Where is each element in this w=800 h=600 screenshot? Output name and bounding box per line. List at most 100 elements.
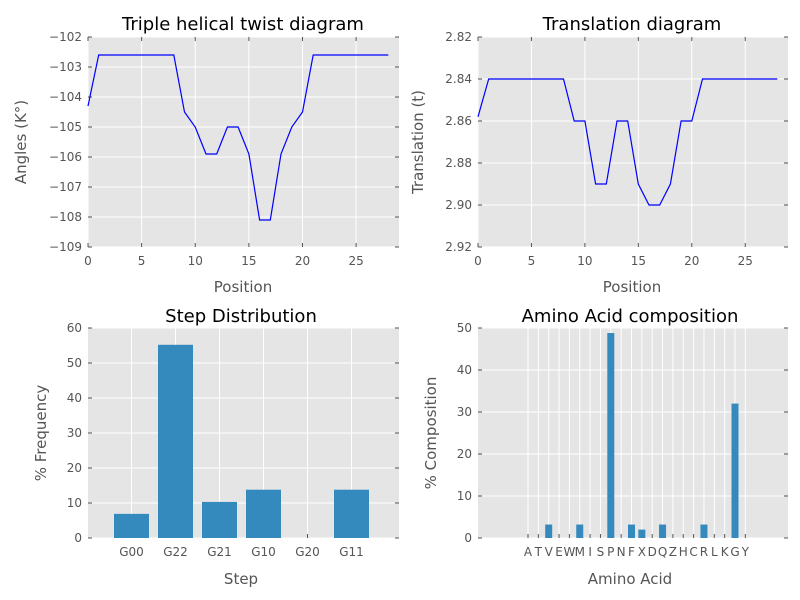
twist-ytick-label: −102 [49, 30, 82, 44]
twist-ylabel: Angles (K°) [12, 100, 30, 184]
twist-xtick-label: 20 [295, 254, 310, 268]
amino-xtick-label: T [534, 545, 543, 559]
translation-ylabel: Translation (t) [409, 90, 427, 195]
translation-series-line [477, 78, 778, 206]
amino-ytick-label: 0 [464, 531, 472, 545]
step-ytick-label: 10 [67, 496, 82, 510]
twist-ytick-label: −108 [49, 210, 82, 224]
step-ylabel: % Frequency [32, 385, 50, 482]
twist-xtick-label: 5 [138, 254, 146, 268]
twist-ytick-label: −104 [49, 90, 82, 104]
amino-xtick-label: L [711, 545, 718, 559]
amino-xtick-label: E [555, 545, 563, 559]
step-chart: 0 10 20 30 40 50 60 G00 G22 G21 G10 G20 G11 Step Dis… [32, 306, 399, 588]
step-xtick-label: G00 [119, 545, 144, 559]
step-bar [114, 513, 149, 538]
step-bar [246, 489, 281, 538]
amino-xtick-label: S [597, 545, 605, 559]
amino-xtick-label: N [617, 545, 626, 559]
translation-ytick-label: 2.82 [445, 30, 472, 44]
twist-chart: −109 −108 −107 −106 −105 −104 −103 −102 0 5 10 15 20… [12, 14, 399, 296]
amino-xtick-label: A [524, 545, 533, 559]
translation-xtick-label: 20 [684, 254, 699, 268]
amino-xtick-label: F [628, 545, 635, 559]
amino-xtick-label: Q [658, 545, 667, 559]
translation-xlabel: Position [603, 278, 661, 296]
amino-bar [607, 333, 615, 538]
step-xlabel: Step [224, 570, 258, 588]
amino-xtick-label: V [545, 545, 554, 559]
step-ytick-label: 40 [67, 391, 82, 405]
twist-ytick-label: −107 [49, 180, 82, 194]
step-xtick-label: G22 [163, 545, 188, 559]
amino-xtick-label: D [648, 545, 657, 559]
amino-bar [545, 524, 553, 538]
amino-xtick-label: X [638, 545, 646, 559]
twist-xtick-label: 25 [348, 254, 363, 268]
translation-ytick-label: 2.90 [445, 198, 472, 212]
amino-xtick-label: Y [741, 545, 750, 559]
amino-bar [700, 524, 708, 538]
twist-xtick-label: 15 [241, 254, 256, 268]
step-xtick-label: G20 [295, 545, 320, 559]
twist-ytick-label: −103 [49, 60, 82, 74]
translation-xtick-label: 0 [474, 254, 482, 268]
amino-ytick-label: 40 [457, 363, 472, 377]
amino-xtick-label: G [730, 545, 739, 559]
translation-title: Translation diagram [542, 14, 722, 35]
twist-xtick-label: 10 [188, 254, 203, 268]
step-xtick-label: G11 [339, 545, 364, 559]
translation-ytick-label: 2.92 [445, 240, 472, 254]
amino-xtick-label: Z [669, 545, 677, 559]
step-ytick-label: 0 [74, 531, 82, 545]
amino-ytick-label: 30 [457, 405, 472, 419]
translation-ytick-label: 2.84 [445, 72, 472, 86]
translation-xtick-label: 10 [577, 254, 592, 268]
amino-xtick-label: P [607, 545, 614, 559]
translation-xtick-label: 25 [738, 254, 753, 268]
amino-xtick-label: W [563, 545, 575, 559]
step-xtick-label: G10 [251, 545, 276, 559]
step-bar [202, 501, 237, 538]
translation-xtick-label: 15 [631, 254, 646, 268]
amino-xtick-label: K [721, 545, 730, 559]
translation-ytick-label: 2.88 [445, 156, 472, 170]
amino-ytick-label: 50 [457, 321, 472, 335]
amino-xtick-label: I [588, 545, 592, 559]
step-ytick-label: 20 [67, 461, 82, 475]
translation-xtick-label: 5 [528, 254, 536, 268]
amino-ytick-label: 10 [457, 489, 472, 503]
amino-xtick-label: C [689, 545, 697, 559]
amino-bar [638, 529, 646, 538]
amino-xtick-label: M [575, 545, 585, 559]
translation-ytick-label: 2.86 [445, 114, 472, 128]
amino-plot-area [478, 328, 788, 538]
step-bar [158, 344, 193, 538]
amino-title: Amino Acid composition [522, 306, 739, 327]
step-bar [334, 489, 369, 538]
twist-xlabel: Position [214, 278, 272, 296]
twist-xtick-label: 0 [84, 254, 92, 268]
step-title: Step Distribution [165, 306, 317, 327]
twist-series-line [87, 54, 389, 221]
twist-ytick-label: −105 [49, 120, 82, 134]
step-ytick-label: 60 [67, 321, 82, 335]
amino-xlabel: Amino Acid [588, 570, 672, 588]
amino-xtick-label: H [679, 545, 688, 559]
translation-plot-area [478, 37, 788, 247]
amino-ylabel: % Composition [422, 377, 440, 490]
translation-chart: 2.82 2.84 2.86 2.88 2.90 2.920 5 10 15 20 25 Trans… [409, 14, 788, 296]
amino-xtick-label: R [700, 545, 708, 559]
twist-ytick-label: −106 [49, 150, 82, 164]
twist-title: Triple helical twist diagram [121, 14, 364, 35]
step-ytick-label: 30 [67, 426, 82, 440]
amino-chart: 0 10 20 30 40 50 A T V E W M I S P N F X D Q Z H C R L K G Y Amino … [422, 306, 788, 588]
amino-bar [576, 524, 584, 538]
amino-bar [659, 524, 667, 538]
amino-bar [628, 524, 635, 538]
twist-ytick-label: −109 [49, 240, 82, 254]
step-ytick-label: 50 [67, 356, 82, 370]
amino-ytick-label: 20 [457, 447, 472, 461]
amino-bar [731, 403, 739, 538]
